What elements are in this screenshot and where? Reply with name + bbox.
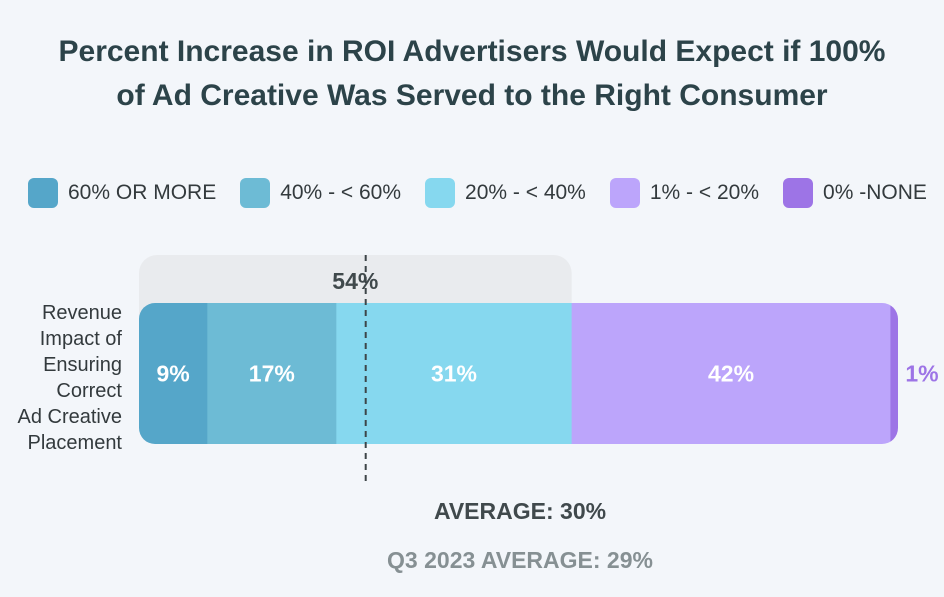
legend-item-60-or-more: 60% OR MORE bbox=[28, 178, 216, 208]
bar-segment-60-or-more bbox=[139, 303, 208, 444]
legend-item-20-to-40: 20% - < 40% bbox=[425, 178, 586, 208]
data-label-1-20: 42% bbox=[708, 361, 754, 387]
data-label-20-40: 31% bbox=[431, 361, 477, 387]
category-label-line-1: Revenue bbox=[41, 302, 122, 324]
data-label-0-none: 1% bbox=[905, 361, 938, 387]
category-label-line-4: Correct bbox=[56, 380, 122, 402]
legend-label-20-to-40: 20% - < 40% bbox=[465, 181, 586, 204]
legend-label-none: 0% -NONE bbox=[823, 181, 927, 204]
category-label: Revenue Impact of Ensuring Correct Ad Cr… bbox=[10, 300, 123, 456]
legend-swatch-1-to-20 bbox=[609, 178, 640, 208]
previous-average-label: Q3 2023 AVERAGE: 29% bbox=[387, 547, 653, 573]
legend-item-1-to-20: 1% - < 20% bbox=[609, 178, 760, 208]
bar-segment-20-40 bbox=[336, 303, 573, 444]
stacked-bar bbox=[139, 303, 898, 444]
legend-item-none: 0% -NONE bbox=[783, 178, 927, 208]
category-label-line-5: Ad Creative bbox=[17, 406, 123, 428]
average-label: AVERAGE: 30% bbox=[433, 498, 607, 524]
legend-label-40-to-60: 40% - < 60% bbox=[280, 181, 402, 204]
bar-segment-1-20 bbox=[571, 303, 891, 444]
chart-title-line-1: Percent Increase in ROI Advertisers Woul… bbox=[58, 35, 886, 68]
bar-segment-0-none bbox=[890, 303, 898, 444]
bar-segment-40-60 bbox=[207, 303, 337, 444]
category-label-line-2: Impact of bbox=[39, 328, 122, 350]
legend-item-40-to-60: 40% - < 60% bbox=[240, 178, 401, 208]
category-label-line-3: Ensuring bbox=[43, 354, 122, 376]
legend-swatch-60-or-more bbox=[28, 178, 58, 208]
chart-legend: 60% OR MORE 40% - < 60% 20% - < 40% 1% -… bbox=[28, 178, 944, 208]
legend-swatch-none bbox=[783, 178, 814, 208]
bracket-label: 54% bbox=[332, 268, 378, 294]
legend-swatch-40-to-60 bbox=[240, 178, 271, 208]
category-label-line-6: Placement bbox=[27, 432, 123, 454]
chart-title: Percent Increase in ROI Advertisers Woul… bbox=[0, 30, 944, 118]
chart-title-line-2: of Ad Creative Was Served to the Right C… bbox=[116, 79, 828, 112]
legend-swatch-20-to-40 bbox=[425, 178, 456, 208]
data-label-40-60: 17% bbox=[249, 361, 295, 387]
data-label-60-or-more: 9% bbox=[157, 361, 190, 387]
legend-label-60-or-more: 60% OR MORE bbox=[68, 181, 217, 204]
legend-label-1-to-20: 1% - < 20% bbox=[649, 181, 760, 204]
